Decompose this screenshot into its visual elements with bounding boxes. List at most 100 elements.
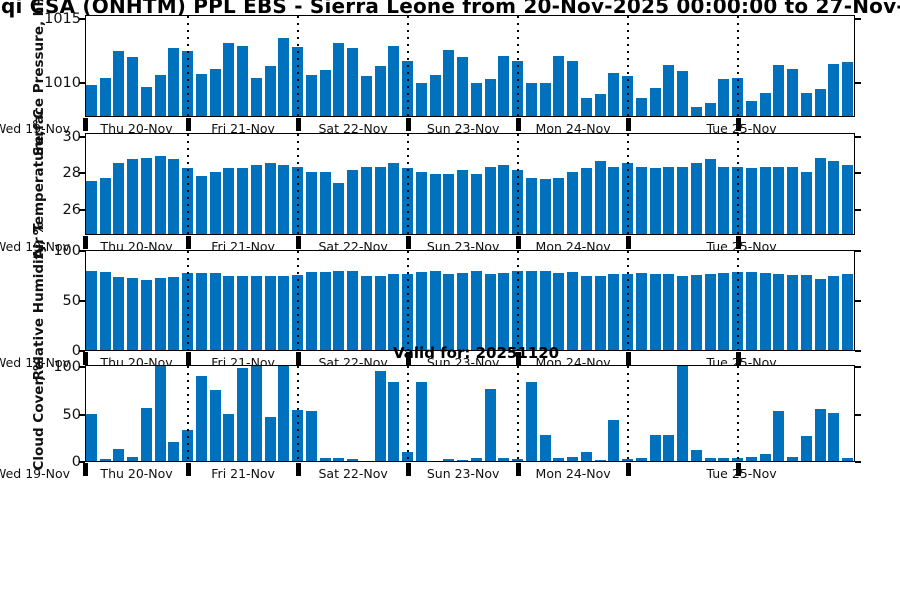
y-tick-mark	[79, 350, 85, 352]
bar	[347, 170, 359, 234]
day-gridline	[186, 134, 189, 234]
bar	[704, 274, 716, 350]
bar	[429, 173, 441, 234]
y-tick-label: 0	[71, 343, 81, 359]
y-tick-mark	[79, 300, 85, 303]
plot-box	[85, 250, 855, 351]
day-tick-mark	[515, 118, 521, 131]
day-label: Tue 25-Nov	[706, 121, 777, 136]
bar	[690, 162, 702, 234]
day-label: Sat 22-Nov	[318, 466, 388, 481]
bar	[388, 274, 400, 350]
bar	[223, 276, 235, 350]
bar	[567, 272, 579, 350]
day-gridline	[186, 16, 189, 116]
day-tick-mark	[735, 463, 741, 476]
bar	[594, 94, 606, 116]
bar	[140, 408, 152, 461]
bar	[814, 157, 826, 234]
bar	[360, 76, 372, 116]
bar	[677, 166, 689, 234]
day-gridline	[736, 134, 739, 234]
day-gridline	[516, 366, 519, 461]
plot-box	[85, 15, 855, 117]
bar	[773, 410, 785, 461]
bar	[319, 172, 331, 234]
plot-box	[85, 133, 855, 235]
bar	[470, 271, 482, 350]
day-label: Wed 19-Nov	[0, 239, 71, 254]
bar	[264, 416, 276, 461]
y-axis-label: Cloud Cover, %	[31, 357, 47, 470]
bar	[154, 278, 166, 350]
bar	[800, 172, 812, 234]
bar	[223, 168, 235, 234]
day-gridline	[186, 251, 189, 350]
bar	[388, 45, 400, 116]
bar	[828, 276, 840, 350]
day-tick-mark	[625, 463, 631, 476]
bar	[553, 458, 565, 461]
day-tick-mark	[625, 118, 631, 131]
bar	[718, 458, 730, 461]
y-tick-mark	[855, 208, 861, 211]
bar	[580, 98, 592, 116]
day-gridline	[296, 16, 299, 116]
bar	[759, 166, 771, 234]
day-tick-mark	[515, 236, 521, 249]
bar	[677, 71, 689, 116]
day-tick-mark	[185, 118, 191, 131]
y-tick-mark	[855, 350, 861, 352]
figure-title: qi CSA (ONHTM) PPL EBS - Sierra Leone fr…	[1, 0, 900, 18]
bar	[690, 275, 702, 350]
bar	[195, 73, 207, 116]
bar	[278, 366, 290, 461]
y-tick-mark	[79, 413, 85, 416]
bar	[250, 164, 262, 234]
bar	[525, 381, 537, 461]
y-tick-mark	[79, 17, 85, 20]
bar	[539, 179, 551, 234]
bar	[264, 162, 276, 234]
y-tick-label: 1010	[44, 74, 81, 91]
bar	[388, 381, 400, 461]
plot-box	[85, 365, 855, 462]
bar	[113, 448, 125, 461]
bar	[415, 172, 427, 234]
y-tick-label: 26	[62, 201, 81, 218]
bar	[800, 93, 812, 116]
bar	[718, 79, 730, 116]
day-tick-mark	[295, 236, 301, 249]
bar	[140, 86, 152, 116]
y-tick-mark	[79, 172, 85, 175]
y-tick-mark	[79, 366, 85, 369]
bar	[484, 389, 496, 461]
bar	[195, 273, 207, 350]
bar	[539, 82, 551, 116]
y-tick-mark	[79, 135, 85, 138]
day-label: Wed 19-Nov	[0, 355, 71, 370]
day-gridline	[736, 251, 739, 350]
bar	[787, 166, 799, 234]
y-tick-mark	[855, 250, 861, 253]
bar	[319, 458, 331, 461]
bar	[99, 177, 111, 234]
bar	[415, 272, 427, 350]
bar	[677, 276, 689, 350]
day-tick-mark	[735, 118, 741, 131]
day-tick-mark	[515, 352, 521, 365]
bar	[498, 164, 510, 234]
bar	[333, 183, 345, 234]
bar	[305, 172, 317, 234]
y-tick-mark	[79, 461, 85, 463]
bar	[773, 274, 785, 350]
bar	[663, 434, 675, 461]
y-tick-mark	[855, 81, 861, 84]
day-gridline	[516, 134, 519, 234]
bar	[415, 382, 427, 461]
bar	[99, 77, 111, 116]
day-tick-mark	[82, 118, 88, 131]
bar	[85, 271, 97, 350]
bar	[773, 166, 785, 234]
